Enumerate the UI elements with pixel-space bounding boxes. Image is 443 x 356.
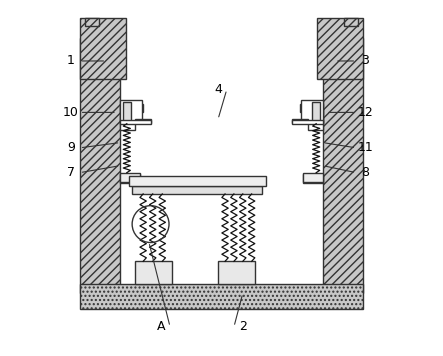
Bar (303, 173, 323, 182)
Text: 8: 8 (361, 166, 369, 179)
Bar (120, 173, 140, 182)
Bar (80, 284, 363, 309)
Text: 11: 11 (357, 141, 373, 155)
Bar (135, 261, 172, 284)
Bar (120, 112, 135, 130)
Bar (80, 19, 126, 79)
Bar (123, 103, 131, 121)
Text: 1: 1 (67, 54, 75, 68)
Bar (308, 112, 323, 130)
Text: 2: 2 (239, 320, 247, 334)
Bar (120, 120, 151, 124)
Bar (292, 119, 308, 123)
Bar (344, 19, 358, 26)
Bar (120, 174, 140, 183)
Bar (323, 38, 363, 293)
Bar (120, 100, 142, 123)
Bar (132, 186, 261, 194)
Text: 9: 9 (67, 141, 75, 155)
Text: 3: 3 (361, 54, 369, 68)
Bar (303, 174, 323, 183)
Bar (299, 104, 323, 112)
Text: 4: 4 (214, 83, 222, 96)
Bar (301, 100, 323, 123)
Text: A: A (157, 320, 166, 334)
Bar (292, 120, 323, 124)
Bar (80, 38, 120, 293)
Bar (312, 103, 320, 121)
Bar (85, 19, 99, 26)
Bar (317, 19, 363, 79)
Text: 12: 12 (357, 106, 373, 119)
Bar (120, 104, 144, 112)
Text: 7: 7 (67, 166, 75, 179)
Text: 10: 10 (63, 106, 79, 119)
Bar (129, 176, 266, 186)
Bar (218, 261, 255, 284)
Bar (135, 119, 151, 123)
